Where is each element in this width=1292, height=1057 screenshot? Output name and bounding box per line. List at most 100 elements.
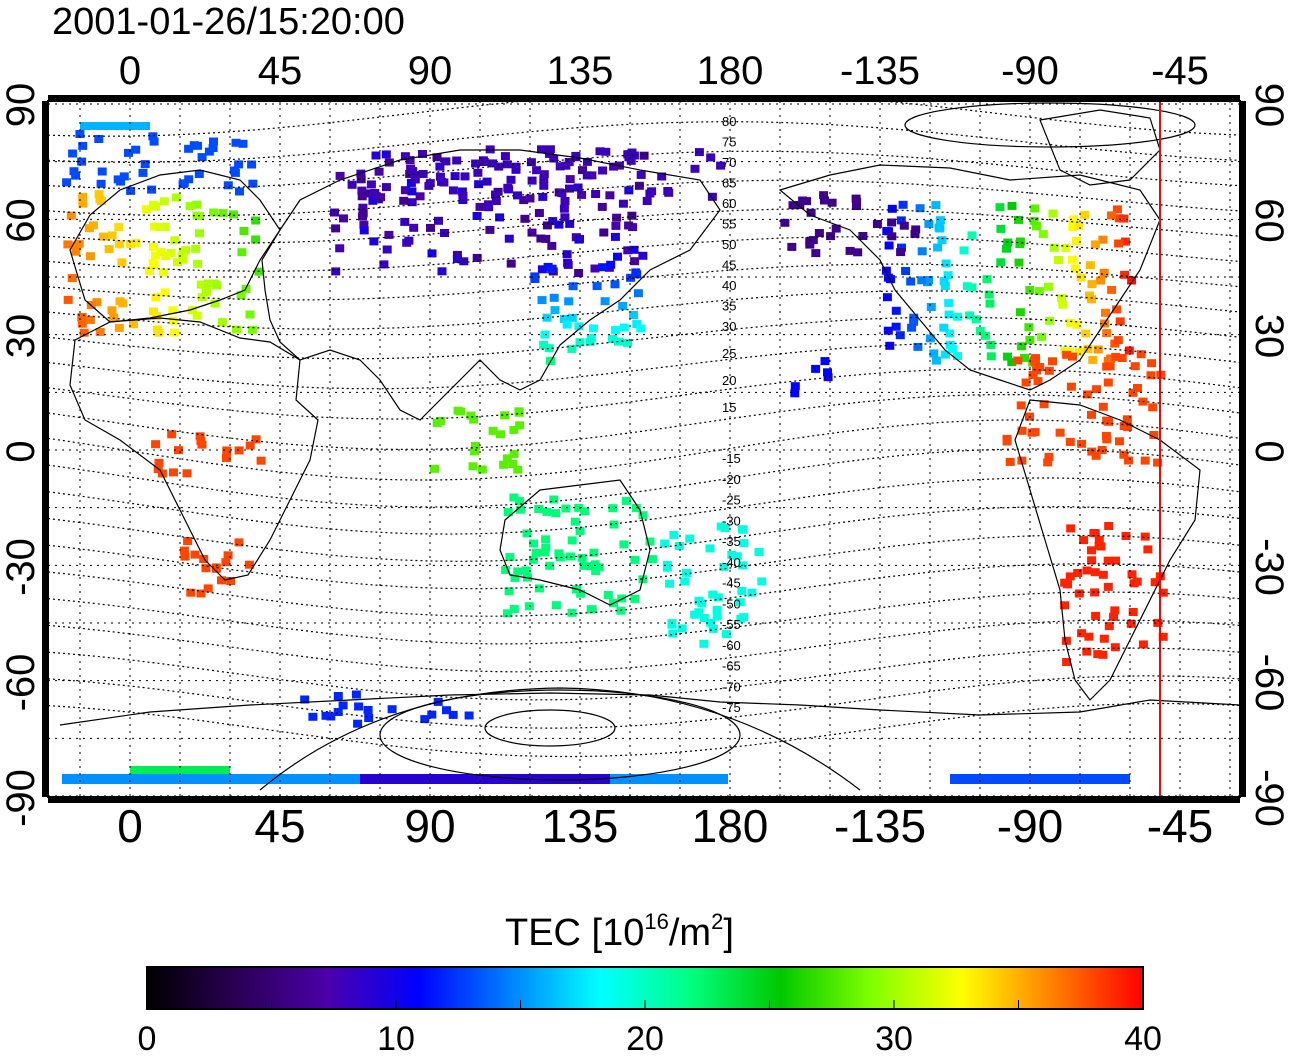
tec-cell — [1066, 524, 1076, 533]
tec-cell — [1120, 237, 1130, 246]
tec-cell — [632, 270, 642, 279]
tec-cell — [502, 454, 512, 463]
tec-cell — [1117, 354, 1127, 362]
tec-cell — [567, 344, 577, 353]
tec-cell — [505, 553, 515, 562]
tec-cell — [424, 181, 434, 190]
tec-cell — [1066, 382, 1076, 391]
tec-cell — [1020, 354, 1030, 362]
tec-cell — [193, 259, 203, 268]
colorbar-tick-label: 0 — [138, 1020, 157, 1057]
tec-cell — [400, 152, 410, 161]
tec-cell — [831, 224, 841, 233]
tec-cell — [1105, 362, 1115, 371]
tec-cell — [1150, 578, 1160, 587]
contour-label: -15 — [722, 451, 741, 466]
tec-cell — [358, 203, 368, 212]
lat-label-left: 0 — [0, 440, 43, 462]
tec-cell — [145, 267, 154, 275]
tec-cell — [790, 382, 800, 391]
tec-cell — [154, 328, 164, 337]
tec-cell — [371, 151, 381, 160]
lat-label-right: -60 — [1247, 654, 1291, 712]
tec-cell — [117, 258, 127, 267]
tec-cell — [460, 172, 470, 181]
tec-cell — [114, 323, 124, 332]
tec-cell — [238, 139, 248, 148]
tec-cell — [820, 357, 830, 366]
tec-cell — [962, 282, 972, 291]
tec-cell — [1003, 352, 1012, 361]
contour-label: 30 — [722, 319, 736, 334]
tec-cell — [494, 162, 504, 171]
tec-cell — [503, 508, 513, 517]
tec-cell — [404, 236, 414, 245]
tec-cell — [399, 196, 409, 205]
contour-line — [48, 179, 1240, 217]
tec-cell — [657, 172, 667, 181]
tec-cell — [166, 249, 176, 257]
tec-cell — [1103, 556, 1113, 565]
tec-cell — [357, 192, 367, 201]
tec-cell — [196, 436, 206, 445]
tec-cell — [567, 536, 577, 545]
tec-cell — [436, 417, 446, 425]
tec-cell — [452, 254, 462, 263]
tec-cell — [853, 248, 863, 257]
tec-cell — [1080, 210, 1090, 219]
tec-cell — [588, 324, 598, 333]
contour-line — [48, 150, 1240, 190]
tec-cell — [1115, 317, 1125, 326]
tec-cell — [638, 511, 648, 520]
tec-cell — [167, 430, 177, 439]
tec-cell — [636, 324, 646, 333]
tec-cell — [557, 189, 567, 198]
tec-cell — [195, 432, 205, 441]
tec-cell — [1060, 601, 1070, 610]
longitude-labels-bottom: 0 45 90 135 180 -135 -90 -45 — [117, 800, 1213, 852]
tec-cell — [995, 203, 1005, 212]
tec-cell — [568, 282, 578, 291]
tec-cell — [154, 458, 164, 467]
tec-cell — [1037, 332, 1047, 341]
tec-cell — [540, 548, 549, 557]
tec-cell — [504, 234, 514, 243]
contour-line — [48, 419, 1240, 481]
tec-cell — [247, 325, 257, 334]
tec-cell — [470, 447, 480, 456]
tec-cell — [193, 141, 202, 150]
tec-cell — [409, 223, 419, 232]
tec-cell — [917, 247, 927, 256]
tec-cell — [1146, 371, 1156, 380]
tec-cell — [965, 311, 975, 320]
tec-cell — [85, 252, 95, 261]
tec-cell — [565, 219, 575, 228]
tec-cell — [126, 240, 136, 248]
tec-cell — [549, 495, 559, 504]
tec-cell — [418, 170, 428, 178]
tec-cell — [1067, 255, 1077, 264]
tec-cell — [1082, 390, 1092, 399]
tec-cell — [1087, 295, 1097, 304]
tec-cell — [550, 306, 560, 315]
tec-cell — [722, 630, 731, 639]
tec-cell — [917, 276, 927, 285]
tec-cell — [986, 340, 996, 349]
tec-cell — [630, 257, 640, 266]
tec-cell — [1027, 428, 1037, 437]
tec-cell — [547, 241, 557, 250]
lat-label-left: 90 — [0, 83, 43, 128]
tec-cell — [1104, 522, 1114, 530]
tec-cell — [1109, 612, 1118, 621]
tec-cell — [464, 711, 474, 720]
tec-cell — [1039, 400, 1049, 409]
tec-cell — [1103, 378, 1113, 387]
tec-cell — [971, 315, 981, 324]
tec-cell — [823, 373, 833, 382]
tec-cell — [520, 214, 530, 223]
tec-cell — [1090, 568, 1100, 577]
tec-cell — [1068, 216, 1078, 225]
lat-label-right: -30 — [1247, 538, 1291, 596]
colorbar-ticks — [146, 1000, 1144, 1009]
